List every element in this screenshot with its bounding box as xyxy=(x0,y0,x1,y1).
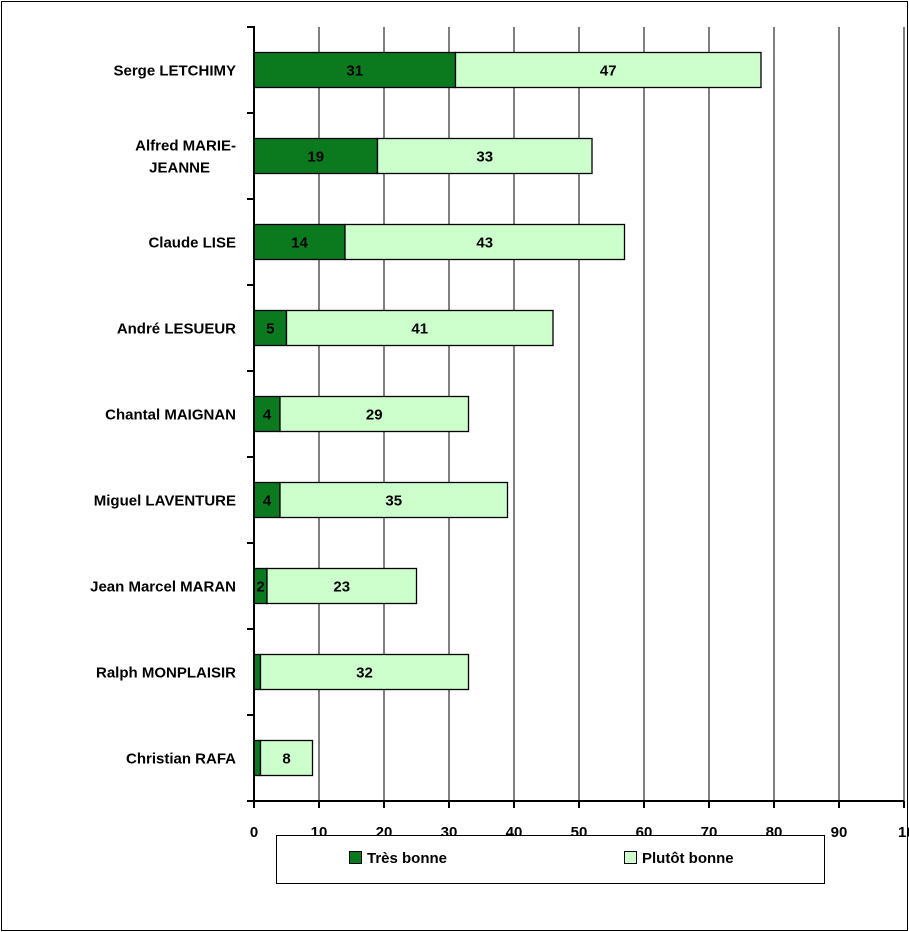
legend-label-plutot-bonne: Plutôt bonne xyxy=(642,850,734,867)
category-label-alfred-marie-jeanne: Alfred MARIE-JEANNE xyxy=(135,138,236,177)
category-labels: Serge LETCHIMY Alfred MARIE-JEANNE Claude … xyxy=(90,63,236,768)
bar-plutot-bonne-alfred-marie-jeanne xyxy=(376,137,593,175)
data-label-plutot-bonne-christian-rafa: 8 xyxy=(282,751,290,768)
bar-plutot-bonne-chantal-maignan xyxy=(279,395,470,433)
category-label-miguel-laventure: Miguel LAVENTURE xyxy=(94,493,236,510)
data-label-tres-bonne-chantal-maignan: 4 xyxy=(263,407,272,424)
data-label-tres-bonne-miguel-laventure: 4 xyxy=(263,493,272,510)
bar-tres-bonne-claude-lise xyxy=(253,223,346,261)
data-label-plutot-bonne-serge-letchimy: 47 xyxy=(600,63,617,80)
bar-plutot-bonne-ralph-monplaisir xyxy=(259,653,470,691)
category-label-serge-letchimy: Serge LETCHIMY xyxy=(113,63,236,80)
axes xyxy=(247,26,905,808)
data-label-tres-bonne-serge-letchimy: 31 xyxy=(346,63,363,80)
data-label-tres-bonne-alfred-marie-jeanne: 19 xyxy=(307,149,324,166)
bar-plutot-bonne-claude-lise xyxy=(344,223,626,261)
category-label-andre-lesueur: André LESUEUR xyxy=(117,321,236,338)
x-tick-label-9: 90 xyxy=(831,824,848,841)
legend-swatch-tres-bonne xyxy=(349,851,362,864)
data-label-plutot-bonne-miguel-laventure: 35 xyxy=(385,493,402,510)
bar-plutot-bonne-miguel-laventure xyxy=(279,481,509,519)
bar-plutot-bonne-jean-marcel-maran xyxy=(266,567,418,605)
category-label-chantal-maignan: Chantal MAIGNAN xyxy=(105,407,236,424)
category-label-jean-marcel-maran: Jean Marcel MARAN xyxy=(90,579,236,596)
category-label-ralph-monplaisir: Ralph MONPLAISIR xyxy=(96,665,236,682)
legend: Très bonne Plutôt bonne xyxy=(276,835,825,884)
data-label-plutot-bonne-ralph-monplaisir: 32 xyxy=(356,665,373,682)
category-label-christian-rafa: Christian RAFA xyxy=(126,751,236,768)
data-label-tres-bonne-jean-marcel-maran: 2 xyxy=(256,579,264,596)
x-tick-label-10: 10 xyxy=(898,824,909,841)
data-label-plutot-bonne-alfred-marie-jeanne: 33 xyxy=(476,149,493,166)
data-label-plutot-bonne-andre-lesueur: 41 xyxy=(411,321,428,338)
bar-plutot-bonne-serge-letchimy xyxy=(454,51,762,89)
data-label-tres-bonne-claude-lise: 14 xyxy=(291,235,308,252)
bar-tres-bonne-miguel-laventure xyxy=(253,481,281,519)
bar-plutot-bonne-christian-rafa xyxy=(259,739,314,777)
data-label-plutot-bonne-jean-marcel-maran: 23 xyxy=(333,579,350,596)
category-label-claude-lise: Claude LISE xyxy=(148,235,236,252)
bar-tres-bonne-alfred-marie-jeanne xyxy=(253,137,379,175)
legend-swatch-plutot-bonne xyxy=(624,851,637,864)
legend-label-tres-bonne: Très bonne xyxy=(367,850,447,867)
x-tick-label-0: 0 xyxy=(250,824,258,841)
data-label-plutot-bonne-chantal-maignan: 29 xyxy=(366,407,383,424)
legend-box xyxy=(276,835,825,884)
bar-plutot-bonne-andre-lesueur xyxy=(285,309,554,347)
data-label-tres-bonne-andre-lesueur: 5 xyxy=(266,321,274,338)
data-label-plutot-bonne-claude-lise: 43 xyxy=(476,235,493,252)
